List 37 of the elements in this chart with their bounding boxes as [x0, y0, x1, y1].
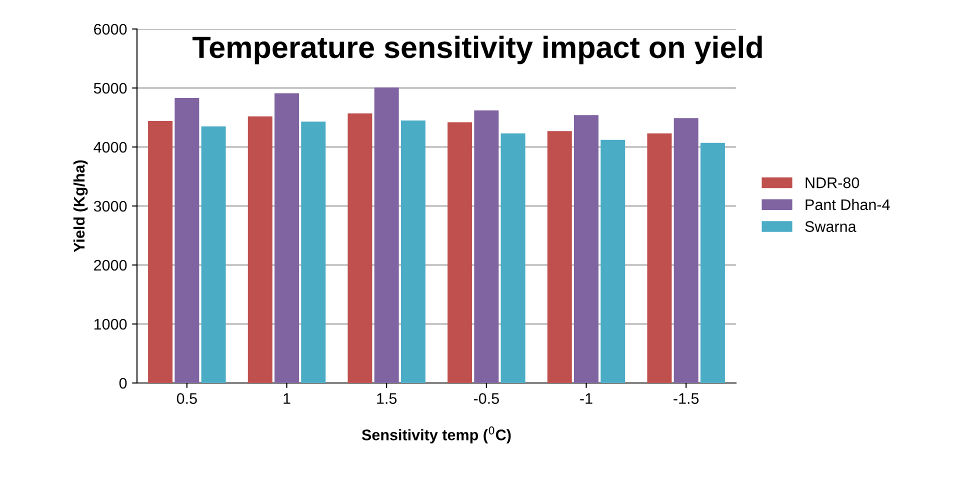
x-tick-label: -1.5: [674, 393, 699, 404]
bar: [301, 122, 326, 383]
y-axis-title: Yield (Kg/ha): [73, 160, 88, 252]
chart-title: Temperature sensitivity impact on yield: [192, 36, 762, 64]
bar: [700, 142, 725, 383]
legend-label: Pant Dhan-4: [806, 198, 890, 210]
y-tick-label: 2000: [94, 260, 127, 271]
bar: [474, 110, 499, 383]
x-tick-label: -1: [580, 393, 592, 404]
bar: [348, 113, 372, 383]
x-tick-label: 1.5: [377, 393, 397, 404]
bar: [400, 120, 426, 383]
bar: [148, 121, 173, 383]
bar: [201, 126, 226, 383]
x-tick-label: 1: [284, 393, 290, 404]
legend-label: NDR-80: [806, 177, 860, 188]
bar: [574, 115, 598, 383]
bar: [248, 116, 272, 383]
x-tick-label: -0.5: [474, 393, 499, 404]
bar: [674, 118, 698, 383]
y-tick-label: 4000: [94, 142, 127, 153]
x-axis-title: Sensitivity temp ($^{0}$C): [362, 426, 511, 444]
bar: [374, 87, 399, 383]
y-tick-label: 6000: [94, 24, 127, 35]
x-tick-label: 0.5: [176, 393, 197, 404]
bar: [174, 98, 200, 383]
y-tick-label: 3000: [94, 200, 127, 212]
legend-label: Swarna: [805, 221, 856, 232]
bar: [547, 131, 572, 383]
y-tick-label: 0: [119, 378, 127, 389]
bar: [274, 93, 299, 383]
y-tick-label: 1000: [94, 318, 127, 330]
bar: [448, 122, 472, 383]
bar: [647, 133, 672, 383]
y-tick-label: 5000: [94, 82, 127, 94]
bar: [600, 140, 626, 383]
bar: [500, 133, 526, 383]
